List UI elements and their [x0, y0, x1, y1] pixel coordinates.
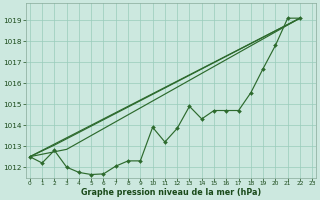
X-axis label: Graphe pression niveau de la mer (hPa): Graphe pression niveau de la mer (hPa) — [81, 188, 261, 197]
